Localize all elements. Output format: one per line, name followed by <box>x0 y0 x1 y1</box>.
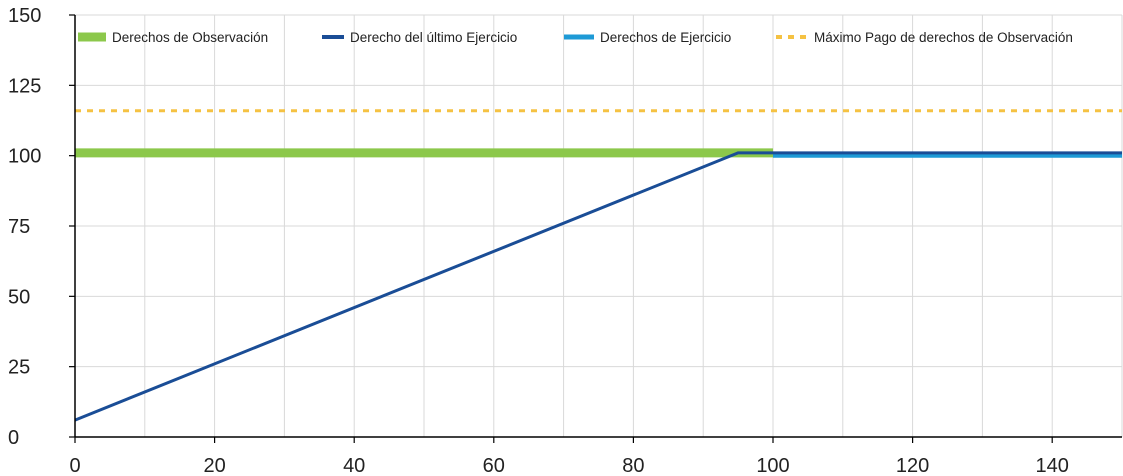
x-tick-label: 80 <box>622 455 644 476</box>
tick-labels: 0 25 50 75 100 125 150 0 20 40 60 80 100 120 140 <box>8 5 1069 476</box>
y-tick-label: 125 <box>8 75 41 97</box>
x-tick-label: 120 <box>896 455 929 476</box>
legend: Derechos de Observación Derecho del últim… <box>78 30 1073 45</box>
axes <box>69 14 1122 443</box>
series-group <box>74 109 1122 422</box>
y-tick-label: 25 <box>8 357 30 379</box>
legend-label-3: Derechos de Ejercicio <box>600 30 731 45</box>
legend-label-4: Máximo Pago de derechos de Observación <box>814 30 1073 45</box>
x-tick-label: 0 <box>69 455 80 476</box>
y-tick-label: 100 <box>8 146 41 168</box>
x-tick-label: 40 <box>343 455 365 476</box>
x-tick-label: 100 <box>756 455 789 476</box>
y-tick-label: 50 <box>8 286 30 308</box>
y-tick-label: 75 <box>8 216 30 238</box>
y-tick-label: 0 <box>8 427 19 449</box>
gridlines <box>75 14 1123 437</box>
legend-label-1: Derechos de Observación <box>112 30 268 45</box>
x-tick-label: 60 <box>483 455 505 476</box>
legend-label-2: Derecho del último Ejercicio <box>350 30 517 45</box>
y-tick-label: 150 <box>8 5 41 27</box>
series-line-2 <box>74 151 1122 422</box>
x-tick-label: 20 <box>203 455 225 476</box>
x-tick-label: 140 <box>1036 455 1069 476</box>
